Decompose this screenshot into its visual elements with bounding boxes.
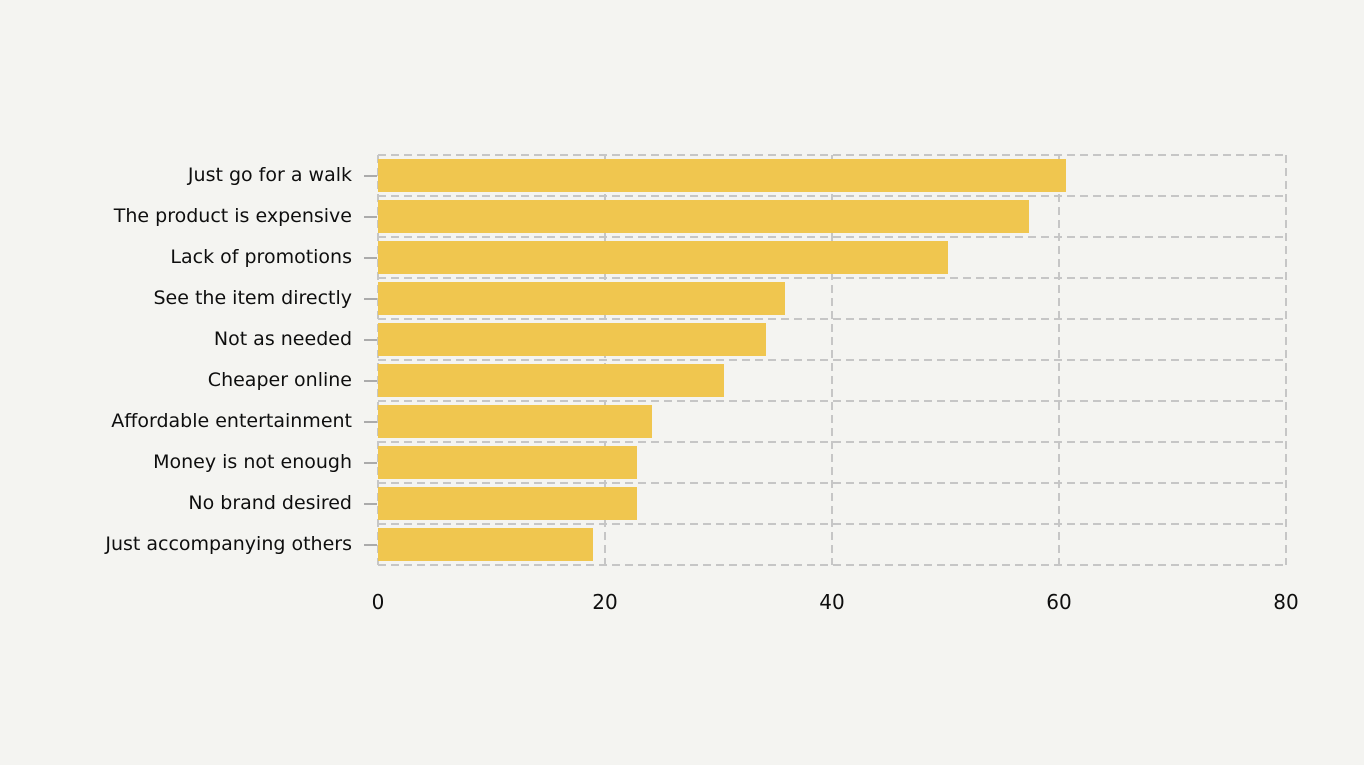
category-label: Affordable entertainment — [111, 410, 352, 432]
category-label: Not as needed — [213, 328, 352, 350]
bar — [378, 282, 786, 315]
x-tick-label: 80 — [1273, 590, 1299, 614]
bar — [378, 323, 767, 356]
bar — [378, 241, 948, 274]
category-tick-mark — [364, 420, 377, 423]
category-tick-mark — [364, 379, 377, 382]
horizontal-gridline — [378, 564, 1286, 566]
vertical-gridline — [377, 155, 379, 565]
bar — [378, 446, 637, 479]
x-tick-label: 60 — [1046, 590, 1072, 614]
x-tick-label: 20 — [592, 590, 618, 614]
x-tick-label: 0 — [371, 590, 385, 614]
category-tick-mark — [364, 256, 377, 259]
category-label: See the item directly — [153, 287, 352, 309]
x-tick-label: 40 — [819, 590, 845, 614]
category-tick-mark — [364, 338, 377, 341]
category-tick-mark — [364, 215, 377, 218]
category-tick-mark — [364, 502, 377, 505]
category-tick-mark — [364, 461, 377, 464]
category-label: Cheaper online — [207, 369, 352, 391]
bar — [378, 200, 1030, 233]
vertical-gridline — [604, 155, 606, 565]
category-label: Lack of promotions — [170, 246, 352, 268]
vertical-gridline — [1058, 155, 1060, 565]
bar — [378, 405, 652, 438]
category-label: The product is expensive — [113, 205, 352, 227]
bar — [378, 159, 1066, 192]
category-label: Just accompanying others — [105, 533, 352, 555]
category-label: Money is not enough — [153, 451, 352, 473]
category-tick-mark — [364, 297, 377, 300]
bar — [378, 487, 637, 520]
plot-area — [377, 154, 1287, 566]
category-tick-mark — [364, 543, 377, 546]
vertical-gridline — [831, 155, 833, 565]
vertical-gridline — [1285, 155, 1287, 565]
category-label: No brand desired — [188, 492, 352, 514]
category-label: Just go for a walk — [187, 164, 352, 186]
bar — [378, 528, 593, 561]
category-tick-mark — [364, 174, 377, 177]
bar — [378, 364, 725, 397]
